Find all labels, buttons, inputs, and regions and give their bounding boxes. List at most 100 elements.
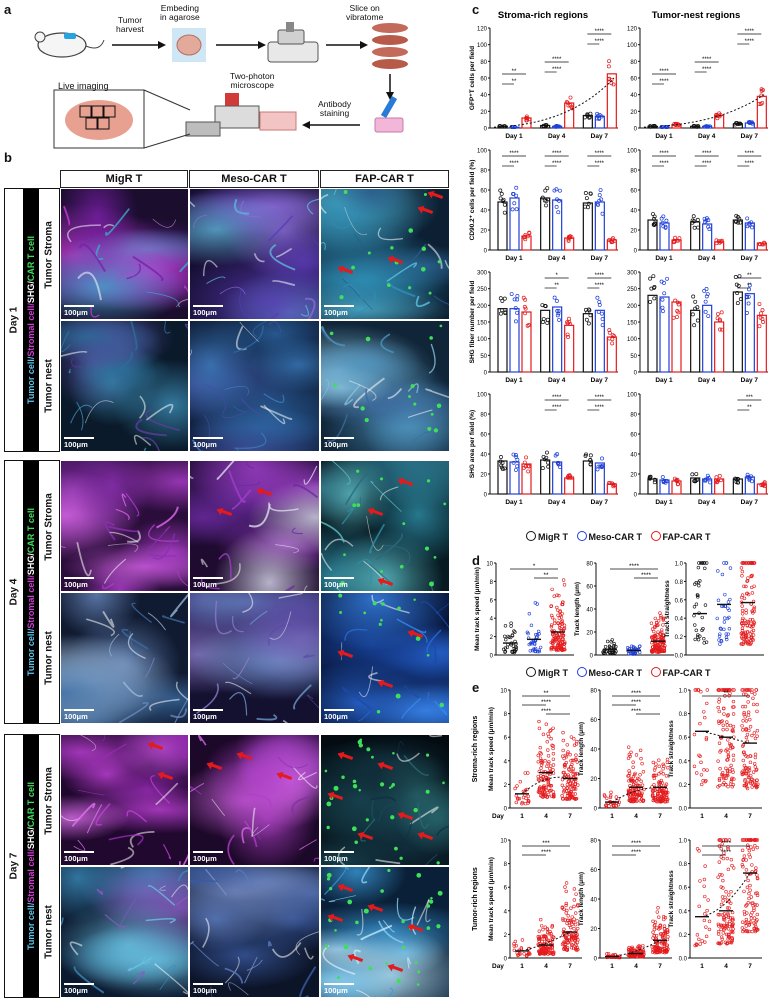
data-point — [698, 721, 702, 726]
data-point — [555, 605, 559, 610]
data-point — [750, 910, 754, 915]
y-tick-label: 40 — [590, 748, 597, 754]
data-point — [649, 286, 654, 291]
data-point — [545, 773, 549, 777]
data-point — [564, 755, 569, 759]
data-point — [694, 688, 699, 692]
stain-legend: Tumor cell/Stromal cell/SHG/CAR T cell — [26, 782, 36, 950]
data-point — [702, 561, 706, 565]
data-point — [546, 761, 550, 766]
y-tick-label: 60 — [630, 433, 637, 439]
y-tick-label: 40 — [480, 453, 487, 459]
significance-label: ** — [747, 405, 752, 411]
data-point — [665, 928, 670, 932]
data-point — [724, 635, 729, 640]
x-tick-label: 7 — [748, 813, 752, 820]
data-point — [523, 311, 528, 316]
data-point — [561, 578, 566, 582]
data-point — [752, 906, 756, 910]
data-point — [651, 930, 655, 934]
data-point — [742, 752, 747, 756]
data-point — [563, 773, 568, 777]
data-point — [697, 904, 701, 909]
data-point — [694, 581, 698, 585]
data-point — [588, 457, 593, 462]
data-point — [655, 950, 659, 955]
data-point — [731, 927, 735, 931]
bar — [521, 311, 532, 373]
data-point — [542, 784, 546, 788]
data-point — [499, 191, 504, 196]
data-point — [513, 786, 517, 791]
data-point — [544, 450, 549, 455]
data-point — [558, 465, 563, 470]
data-point — [514, 185, 519, 190]
data-point — [498, 196, 503, 201]
data-point — [727, 688, 731, 692]
data-point — [753, 843, 757, 848]
data-point — [513, 467, 518, 472]
data-point — [729, 901, 733, 905]
data-point — [652, 927, 657, 932]
data-point — [755, 893, 760, 898]
scale-bar: 100μm — [193, 851, 223, 863]
data-point — [755, 873, 759, 877]
data-point — [758, 315, 763, 320]
x-tick-label: Day 4 — [548, 255, 566, 262]
data-point — [560, 783, 564, 787]
x-tick-label: Day 7 — [591, 255, 609, 262]
data-point — [651, 789, 656, 793]
significance-label: **** — [631, 849, 642, 856]
data-point — [555, 461, 560, 465]
data-point — [739, 642, 743, 646]
row-label-stroma: Tumor Stroma — [43, 492, 55, 561]
data-point — [756, 782, 760, 786]
row-label: Stroma-rich regions — [472, 716, 479, 783]
data-point — [627, 769, 631, 773]
x-tick-label: Day 4 — [698, 255, 716, 262]
data-point — [561, 641, 565, 645]
data-point — [662, 917, 666, 922]
y-tick-label: 50 — [630, 354, 637, 360]
x-tick-label: 1 — [520, 813, 524, 820]
data-point — [675, 309, 680, 313]
y-tick-label: 120 — [627, 27, 638, 33]
data-point — [724, 890, 728, 894]
y-tick-label: 80 — [630, 60, 637, 66]
data-point — [513, 630, 517, 634]
data-point — [754, 866, 758, 870]
data-point — [560, 905, 565, 909]
data-point — [748, 855, 752, 859]
data-point — [508, 635, 513, 640]
data-point — [521, 295, 526, 300]
panel-label-d: d — [472, 553, 480, 568]
data-point — [552, 295, 557, 300]
data-point — [541, 317, 546, 321]
data-point — [703, 603, 708, 607]
scale-bar: 100μm — [324, 305, 354, 317]
data-point — [728, 766, 732, 771]
microscopy-tile: 100μm — [60, 866, 189, 998]
data-point — [612, 334, 617, 339]
data-point — [745, 688, 749, 692]
data-point — [751, 622, 756, 627]
y-tick-label: 8 — [504, 862, 508, 868]
data-point — [586, 321, 591, 326]
data-point — [651, 798, 656, 803]
data-point — [718, 626, 723, 631]
data-point — [738, 220, 743, 225]
data-point — [662, 942, 667, 946]
data-point — [726, 784, 730, 789]
data-point — [717, 776, 722, 781]
data-point — [655, 623, 660, 627]
data-point — [749, 639, 753, 643]
microscopy-tile: 100μm — [60, 734, 189, 866]
data-point — [694, 602, 699, 606]
data-point — [715, 616, 719, 621]
data-point — [751, 847, 755, 851]
data-point — [639, 794, 644, 798]
data-point — [639, 756, 643, 761]
data-point — [657, 789, 661, 794]
data-point — [693, 299, 698, 304]
